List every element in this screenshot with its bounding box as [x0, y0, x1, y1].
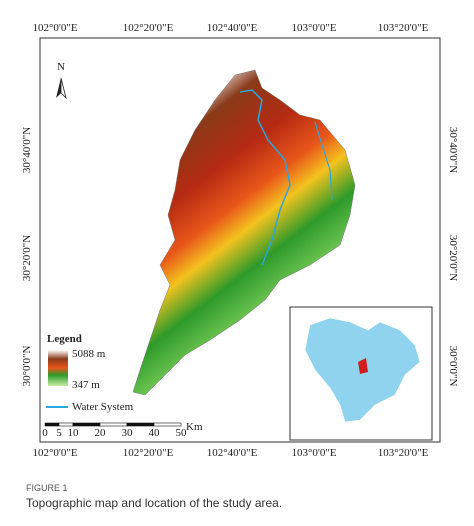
lon-label: 102°40'0"E [207, 22, 258, 34]
scale-label: 20 [95, 427, 107, 439]
scale-segment [44, 422, 60, 427]
study-area [132, 69, 356, 396]
river [239, 89, 291, 266]
scale-label: 0 [42, 427, 48, 439]
lon-label: 102°0'0"E [32, 22, 77, 34]
scale-label: 40 [149, 427, 161, 439]
river [314, 121, 333, 201]
north-arrow [56, 78, 61, 98]
legend-title: Legend [47, 333, 82, 345]
legend-low: 347 m [72, 379, 100, 391]
lat-label: 30°0'0"N [447, 346, 459, 387]
scale-bar: 0 5 10 20 30 40 50 Km [42, 421, 203, 439]
caption-label: FIGURE 1 [26, 483, 68, 493]
lon-label: 103°0'0"E [291, 447, 336, 459]
lon-label: 102°20'0"E [123, 22, 174, 34]
lon-label: 103°0'0"E [291, 22, 336, 34]
scale-segment [72, 422, 101, 427]
legend-high: 5088 m [72, 348, 106, 360]
scale-segment [58, 422, 74, 427]
caption-text: Topographic map and location of the stud… [26, 496, 282, 510]
lat-label: 30°40'0"N [447, 127, 459, 173]
lon-label: 103°20'0"E [378, 447, 429, 459]
lon-label: 102°40'0"E [207, 447, 258, 459]
scale-label: 5 [56, 427, 62, 439]
legend-ramp [48, 350, 68, 386]
scale-segment [126, 422, 155, 427]
lon-label: 102°20'0"E [123, 447, 174, 459]
scale-label: 10 [68, 427, 80, 439]
legend-water-label: Water System [72, 401, 134, 413]
scale-label: 30 [122, 427, 134, 439]
north-label: N [57, 61, 65, 73]
lat-label: 30°40'0"N [21, 127, 33, 173]
lat-label: 30°0'0"N [21, 346, 33, 387]
scale-unit: Km [186, 421, 203, 433]
inset-study-area [358, 358, 368, 374]
lon-label: 102°0'0"E [32, 447, 77, 459]
lat-label: 30°20'0"N [21, 235, 33, 281]
scale-label: 50 [176, 427, 188, 439]
scale-segment [99, 422, 128, 427]
north-arrow [60, 77, 67, 100]
lat-label: 30°20'0"N [447, 235, 459, 281]
lon-label: 103°20'0"E [378, 22, 429, 34]
scale-segment [153, 422, 182, 427]
